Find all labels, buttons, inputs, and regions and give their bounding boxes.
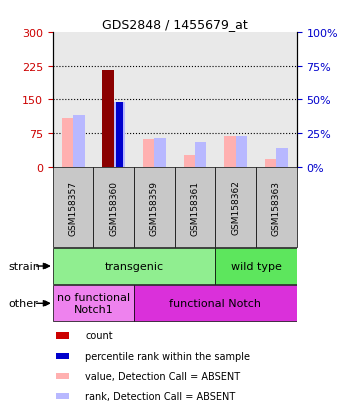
Text: GSM158360: GSM158360 bbox=[109, 180, 118, 235]
Bar bbox=[57, 373, 69, 379]
Bar bbox=[175, 167, 216, 248]
Bar bbox=[102, 71, 114, 167]
Bar bbox=[114, 102, 125, 167]
Bar bbox=[216, 33, 256, 167]
Bar bbox=[134, 286, 297, 321]
Text: percentile rank within the sample: percentile rank within the sample bbox=[85, 351, 250, 361]
Bar bbox=[53, 286, 134, 321]
Text: no functional
Notch1: no functional Notch1 bbox=[57, 293, 130, 314]
Text: wild type: wild type bbox=[231, 261, 281, 271]
Bar bbox=[143, 140, 154, 167]
Bar bbox=[93, 167, 134, 248]
Bar bbox=[57, 393, 69, 399]
Bar bbox=[265, 159, 276, 167]
Text: functional Notch: functional Notch bbox=[169, 299, 262, 309]
Bar bbox=[175, 33, 216, 167]
Bar bbox=[102, 71, 114, 167]
Bar bbox=[116, 102, 123, 167]
Text: strain: strain bbox=[9, 261, 40, 271]
Text: other: other bbox=[9, 299, 38, 309]
Bar bbox=[53, 167, 93, 248]
Bar bbox=[216, 167, 256, 248]
Bar bbox=[53, 249, 216, 284]
Text: GSM158362: GSM158362 bbox=[231, 180, 240, 235]
Text: value, Detection Call = ABSENT: value, Detection Call = ABSENT bbox=[85, 371, 240, 381]
Bar bbox=[134, 33, 175, 167]
Bar bbox=[57, 332, 69, 339]
Bar bbox=[93, 33, 134, 167]
Text: GSM158357: GSM158357 bbox=[69, 180, 78, 235]
Text: GSM158363: GSM158363 bbox=[272, 180, 281, 235]
Bar bbox=[236, 137, 247, 167]
Bar bbox=[195, 142, 206, 167]
Bar bbox=[134, 167, 175, 248]
Text: transgenic: transgenic bbox=[105, 261, 164, 271]
Bar bbox=[73, 116, 85, 167]
Bar bbox=[53, 33, 93, 167]
Title: GDS2848 / 1455679_at: GDS2848 / 1455679_at bbox=[102, 17, 248, 31]
Text: GSM158359: GSM158359 bbox=[150, 180, 159, 235]
Bar bbox=[256, 33, 297, 167]
Bar bbox=[57, 353, 69, 359]
Text: count: count bbox=[85, 331, 113, 341]
Bar bbox=[256, 167, 297, 248]
Bar bbox=[184, 155, 195, 167]
Bar bbox=[62, 119, 73, 167]
Bar bbox=[276, 149, 288, 167]
Text: GSM158361: GSM158361 bbox=[191, 180, 199, 235]
Bar bbox=[216, 249, 297, 284]
Bar bbox=[224, 137, 236, 167]
Bar bbox=[154, 138, 166, 167]
Text: rank, Detection Call = ABSENT: rank, Detection Call = ABSENT bbox=[85, 391, 235, 401]
